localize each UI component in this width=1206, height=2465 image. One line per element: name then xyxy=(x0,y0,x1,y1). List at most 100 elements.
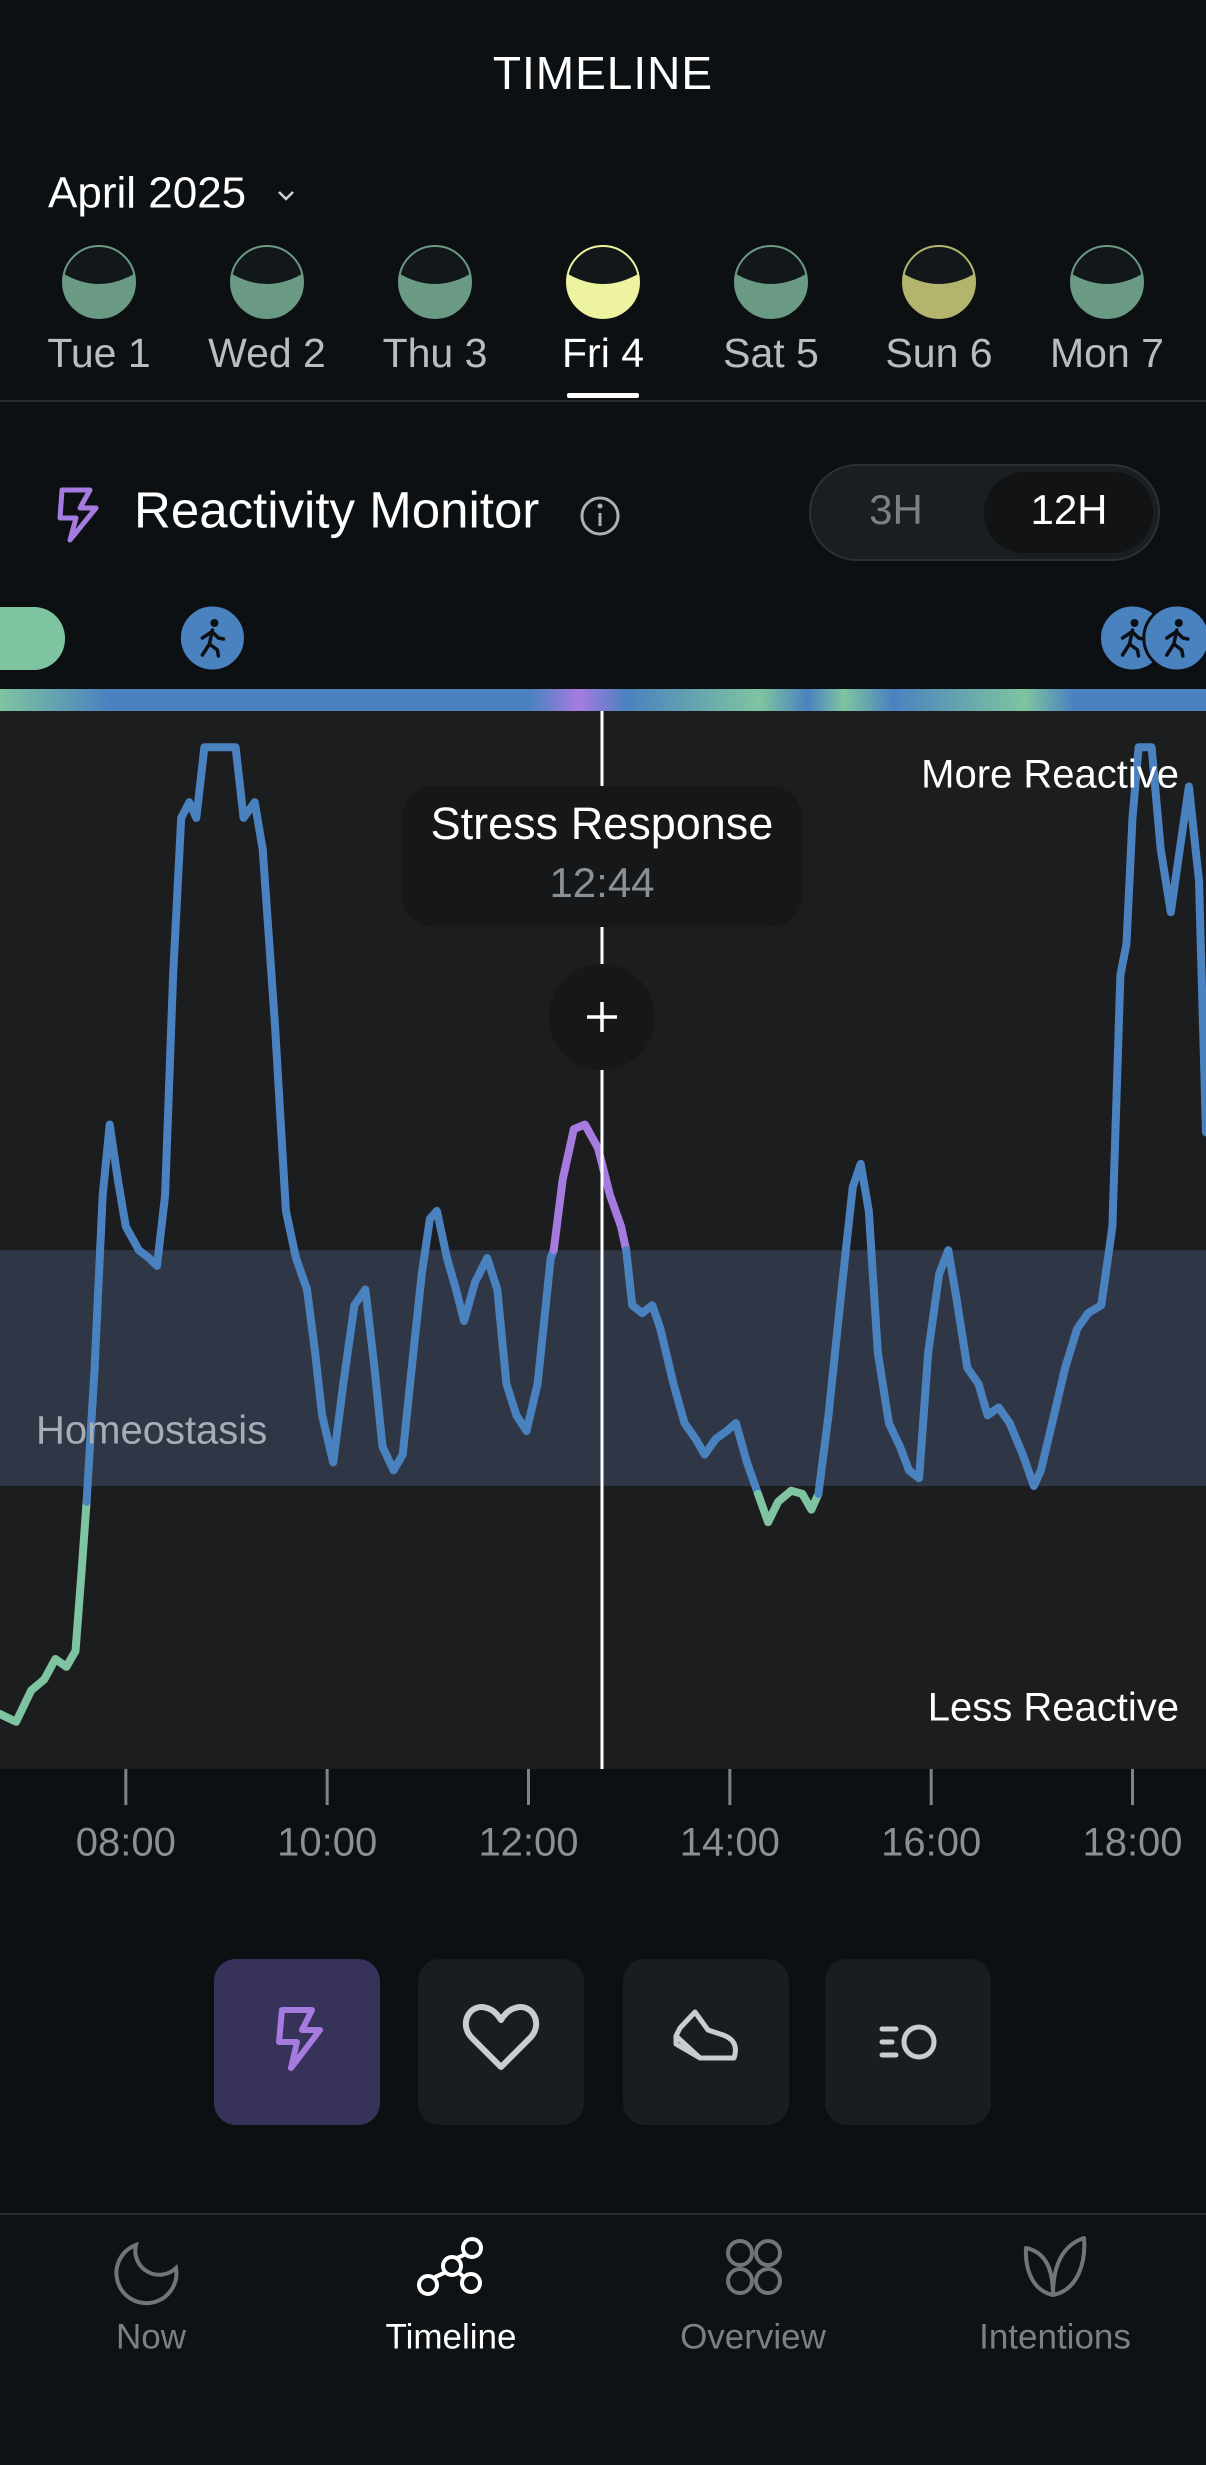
mode-button[interactable] xyxy=(418,1959,584,2125)
day-moon-shade xyxy=(232,246,302,284)
day[interactable]: Sat 5 xyxy=(723,245,819,376)
icon-stroke xyxy=(460,2272,482,2294)
add-icon xyxy=(586,1002,617,1032)
day[interactable]: Tue 1 xyxy=(47,245,151,376)
day[interactable]: Wed 2 xyxy=(208,245,326,376)
walker-body xyxy=(1120,628,1146,658)
day-moon-ring xyxy=(1070,245,1144,319)
now-icon[interactable] xyxy=(114,2241,179,2306)
day-moon-ring xyxy=(734,245,808,319)
range-option[interactable]: 3H xyxy=(869,486,923,533)
day-label: Thu 3 xyxy=(383,330,488,376)
nav-label[interactable]: Now xyxy=(116,2317,187,2356)
event-pill[interactable] xyxy=(0,607,65,670)
day[interactable]: Mon 7 xyxy=(1050,245,1164,376)
heart-icon xyxy=(463,2004,539,2070)
walker-body xyxy=(1165,628,1190,658)
cursor-overlay: Stress Response 12:44 xyxy=(401,711,802,1769)
nav-label[interactable]: Intentions xyxy=(979,2317,1131,2356)
nav-label[interactable]: Timeline xyxy=(386,2317,517,2356)
day-label: Tue 1 xyxy=(47,330,150,376)
x-tick-label: 18:00 xyxy=(1082,1821,1182,1865)
activity-event[interactable] xyxy=(1142,603,1206,673)
timeline-icon[interactable] xyxy=(417,2237,483,2296)
day-label: Fri 4 xyxy=(562,330,644,376)
day-underline xyxy=(567,393,639,398)
mode-button[interactable] xyxy=(825,1959,991,2125)
overview-icon[interactable] xyxy=(726,2239,782,2295)
day-strip: Tue 1 Wed 2 Thu 3 Fri 4 Sat 5 Sun 6 Mon 7 xyxy=(47,245,1164,398)
day-label: Sun 6 xyxy=(885,330,992,376)
icon-stroke xyxy=(726,2267,754,2295)
icon-stroke xyxy=(754,2239,782,2267)
walker-body xyxy=(200,628,226,658)
bolt-icon xyxy=(276,2007,323,2071)
icon-stroke xyxy=(441,2255,463,2277)
day[interactable]: Sun 6 xyxy=(885,245,993,376)
tooltip-time: 12:44 xyxy=(549,859,654,906)
icon-stroke xyxy=(461,2237,483,2259)
day-label: Wed 2 xyxy=(208,330,326,376)
band-label: Homeostasis xyxy=(36,1409,267,1453)
walker-head xyxy=(210,619,219,627)
reactivity-line xyxy=(622,1246,762,1498)
reactivity-line xyxy=(82,743,558,1506)
page-title: TIMELINE xyxy=(493,47,713,99)
x-tick-label: 08:00 xyxy=(76,1821,176,1865)
tooltip xyxy=(401,786,802,927)
reactivity-line xyxy=(754,1486,823,1527)
day-moon-shade xyxy=(568,246,638,284)
info-dot xyxy=(597,503,603,509)
icon-stroke xyxy=(754,2267,782,2295)
range-option[interactable]: 12H xyxy=(1030,486,1107,533)
reactivity-line xyxy=(814,743,1206,1498)
upper-label: More Reactive xyxy=(921,753,1179,797)
state-strip xyxy=(0,689,1206,711)
day-moon-shade xyxy=(1072,246,1142,284)
day[interactable]: Fri 4 xyxy=(562,245,644,398)
walker-head xyxy=(1174,619,1183,627)
icon-stroke xyxy=(726,2239,754,2267)
day-moon-ring xyxy=(62,245,136,319)
day-moon-ring xyxy=(230,245,304,319)
tooltip-title: Stress Response xyxy=(431,798,774,849)
day-label: Mon 7 xyxy=(1050,330,1164,376)
walker-head xyxy=(1130,619,1139,627)
shoe-icon xyxy=(673,2009,738,2061)
day-moon-ring xyxy=(398,245,472,319)
info-icon[interactable] xyxy=(580,496,620,536)
month-chevron[interactable] xyxy=(278,191,294,201)
nav-label[interactable]: Overview xyxy=(680,2317,827,2356)
day-moon-shade xyxy=(904,246,974,284)
day-label: Sat 5 xyxy=(723,330,819,376)
range-active xyxy=(984,472,1153,553)
info-ring xyxy=(580,496,620,536)
icon-stroke xyxy=(417,2274,439,2296)
nav-bar xyxy=(0,2214,1206,2465)
x-tick-label: 10:00 xyxy=(277,1821,377,1865)
reactivity-line xyxy=(549,1120,631,1255)
x-tick-label: 14:00 xyxy=(680,1821,780,1865)
day-moon-shade xyxy=(400,246,470,284)
day-moon-ring xyxy=(902,245,976,319)
bolt-icon xyxy=(57,487,99,543)
day-moon-shade xyxy=(736,246,806,284)
list-icon xyxy=(879,2024,937,2060)
day-moon-shade xyxy=(64,246,134,284)
activity-event[interactable] xyxy=(177,603,247,673)
icon-stroke xyxy=(432,2252,467,2280)
intentions-icon[interactable] xyxy=(1023,2236,1087,2297)
x-tick-label: 16:00 xyxy=(881,1821,981,1865)
mode-button[interactable] xyxy=(623,1959,789,2125)
day-moon-ring xyxy=(566,245,640,319)
lower-label: Less Reactive xyxy=(928,1686,1179,1730)
monitor-title: Reactivity Monitor xyxy=(134,481,539,538)
month-selector[interactable]: April 2025 xyxy=(48,169,246,218)
day[interactable]: Thu 3 xyxy=(383,245,488,376)
reactivity-line xyxy=(0,1497,91,1726)
icon-stroke xyxy=(901,2024,937,2060)
x-tick-label: 12:00 xyxy=(478,1821,578,1865)
